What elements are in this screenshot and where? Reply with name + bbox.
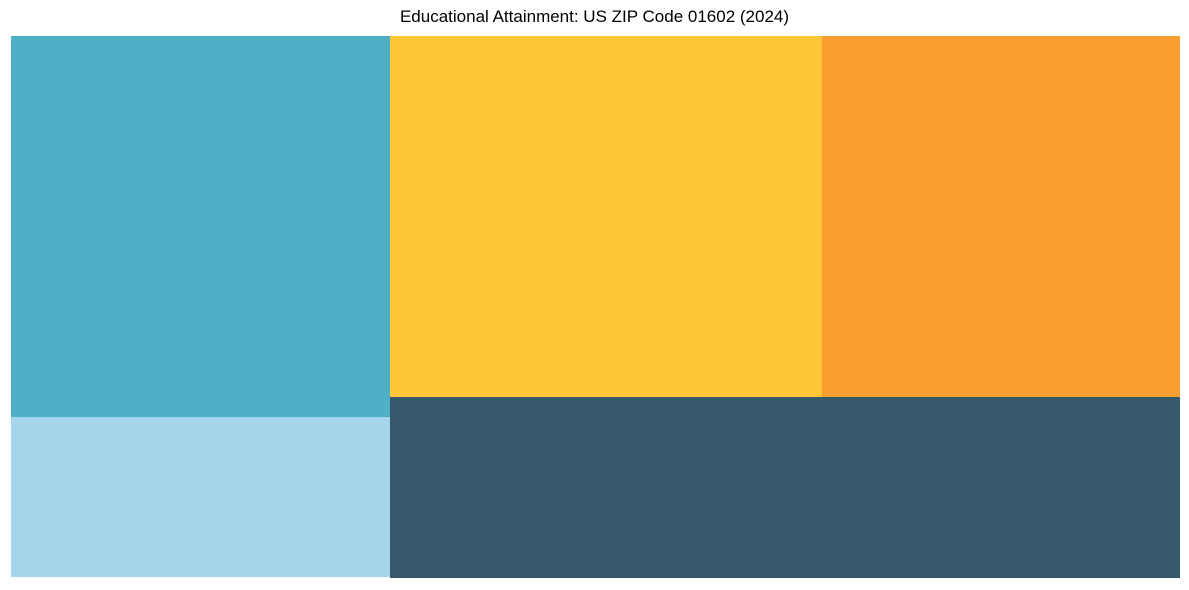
treemap-light-blue-tile[interactable] [11,417,390,577]
treemap-orange-tile[interactable] [822,36,1180,397]
treemap-dark-slate-tile[interactable] [390,397,1180,578]
treemap-teal-tile[interactable] [11,36,390,417]
chart-title: Educational Attainment: US ZIP Code 0160… [399,7,790,26]
treemap-yellow-tile[interactable] [390,36,822,397]
